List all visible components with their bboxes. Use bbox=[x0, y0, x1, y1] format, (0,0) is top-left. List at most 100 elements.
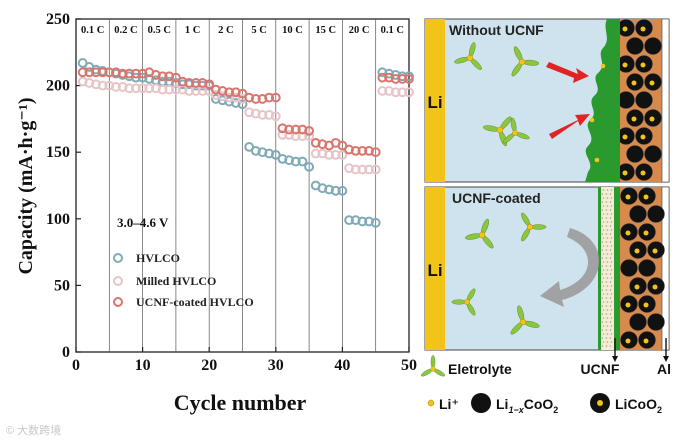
x-tick-label: 0 bbox=[72, 357, 80, 374]
schematic-legend: Eletrolyte UCNF Al Li⁺ Li1−xCoO2 LiCoO2 bbox=[420, 355, 671, 415]
al-collector-top bbox=[661, 18, 670, 183]
ucnf-fiber bbox=[610, 253, 613, 255]
thin-cei-layer bbox=[614, 187, 620, 350]
ucnf-fiber bbox=[602, 309, 605, 311]
ucnf-fiber bbox=[609, 337, 612, 339]
data-point-milled-hvlco bbox=[324, 149, 334, 160]
electrolyte-molecules-top bbox=[454, 42, 540, 147]
data-point-hvlco bbox=[290, 156, 301, 167]
legend-li1x-label: Li1−xCoO2 bbox=[496, 396, 558, 415]
ucnf-fiber bbox=[601, 345, 604, 347]
li-ion bbox=[640, 170, 646, 176]
ucnf-fiber bbox=[606, 213, 609, 215]
li-ion bbox=[643, 194, 649, 200]
data-point-milled-hvlco bbox=[404, 87, 414, 98]
data-point-milled-hvlco bbox=[310, 148, 321, 159]
data-point-milled-hvlco bbox=[364, 164, 374, 175]
ucnf-fiber bbox=[609, 193, 612, 195]
li-ion bbox=[652, 248, 658, 254]
ucnf-outer-layer bbox=[598, 187, 601, 350]
ucnf-fiber bbox=[605, 281, 608, 283]
ucnf-fiber bbox=[605, 289, 608, 291]
ucnf-fiber bbox=[606, 261, 609, 263]
y-axis-ticks: 0 50 100 150 200 250 bbox=[46, 11, 81, 361]
ucnf-fiber bbox=[601, 321, 604, 323]
electrolyte-molecule-icon bbox=[420, 355, 446, 377]
data-point-milled-hvlco bbox=[270, 111, 281, 122]
ucnf-fiber bbox=[605, 257, 608, 259]
data-point-hvlco bbox=[344, 215, 354, 226]
licoo2-particle-core bbox=[597, 400, 603, 406]
ucnf-fiber bbox=[609, 345, 612, 347]
data-point-ucnf-coated bbox=[124, 68, 135, 79]
data-point-ucnf-coated bbox=[357, 145, 368, 156]
ucnf-fiber bbox=[601, 257, 604, 259]
data-point-ucnf-coated bbox=[184, 78, 195, 88]
ucnf-fiber bbox=[601, 273, 604, 275]
ucnf-fiber bbox=[606, 277, 609, 279]
ucnf-fiber bbox=[602, 269, 605, 271]
data-point-milled-hvlco bbox=[357, 164, 368, 175]
data-point-ucnf-coated bbox=[284, 124, 295, 135]
ucnf-fiber bbox=[601, 193, 604, 195]
ucnf-fiber bbox=[610, 317, 613, 319]
ucnf-fiber bbox=[601, 281, 604, 283]
data-point-milled-hvlco bbox=[171, 84, 181, 95]
ucnf-pointer-head bbox=[612, 356, 618, 362]
data-points bbox=[77, 58, 414, 228]
delithiated-particle-icon bbox=[471, 393, 491, 413]
li-ion-icon bbox=[427, 399, 435, 407]
ucnf-fiber bbox=[609, 313, 612, 315]
data-point-ucnf-coated bbox=[377, 72, 388, 83]
ucnf-fiber bbox=[602, 325, 605, 327]
cathode-particle bbox=[626, 37, 644, 55]
li-ion bbox=[600, 63, 606, 69]
electrolyte-molecule bbox=[521, 212, 547, 242]
ucnf-fiber bbox=[610, 229, 613, 231]
ucnf-fiber bbox=[609, 201, 612, 203]
ucnf-fiber bbox=[602, 293, 605, 295]
ucnf-fiber bbox=[610, 221, 613, 223]
data-point-hvlco bbox=[337, 185, 348, 196]
ucnf-fiber bbox=[605, 201, 608, 203]
ucnf-fiber bbox=[610, 245, 613, 247]
repelled-arrow-icon bbox=[540, 228, 600, 307]
data-point-milled-hvlco bbox=[390, 87, 401, 98]
ucnf-fiber bbox=[606, 333, 609, 335]
ucnf-fiber bbox=[602, 341, 605, 343]
legend-al-label: Al bbox=[657, 361, 671, 377]
cathode-particle bbox=[635, 91, 653, 109]
molecule-arm bbox=[530, 224, 547, 230]
ucnf-fiber bbox=[602, 245, 605, 247]
li-ion bbox=[640, 134, 646, 140]
ucnf-fiber bbox=[605, 217, 608, 219]
ucnf-fiber bbox=[609, 273, 612, 275]
li-ion bbox=[622, 26, 628, 32]
legend-marker-ucnf-coated bbox=[113, 297, 123, 307]
ucnf-fiber bbox=[602, 197, 605, 199]
ucnf-fiber bbox=[610, 269, 613, 271]
ucnf-fiber bbox=[602, 229, 605, 231]
cathode-particle bbox=[647, 205, 665, 223]
ucnf-fiber bbox=[606, 309, 609, 311]
y-tick-label: 100 bbox=[46, 211, 70, 228]
x-tick-label: 50 bbox=[401, 357, 417, 374]
ucnf-fiber bbox=[605, 193, 608, 195]
legend-marker-milled-hvlco bbox=[113, 276, 123, 286]
ucnf-fiber bbox=[605, 313, 608, 315]
ucnf-fiber bbox=[605, 337, 608, 339]
ucnf-fiber bbox=[602, 285, 605, 287]
ucnf-fiber bbox=[610, 213, 613, 215]
data-point-ucnf-coated bbox=[117, 68, 128, 79]
ucnf-fiber bbox=[605, 321, 608, 323]
ucnf-fiber bbox=[601, 297, 604, 299]
data-point-hvlco bbox=[304, 161, 315, 172]
voltage-label: 3.0–4.6 V bbox=[117, 215, 169, 230]
ucnf-fiber bbox=[609, 265, 612, 267]
ucnf-fiber bbox=[606, 301, 609, 303]
li-ion bbox=[625, 230, 631, 236]
legend-label-ucnf-coated: UCNF-coated HVLCO bbox=[136, 295, 254, 309]
ucnf-fiber bbox=[610, 285, 613, 287]
ucnf-fiber bbox=[606, 205, 609, 207]
cathode-particle bbox=[644, 145, 662, 163]
